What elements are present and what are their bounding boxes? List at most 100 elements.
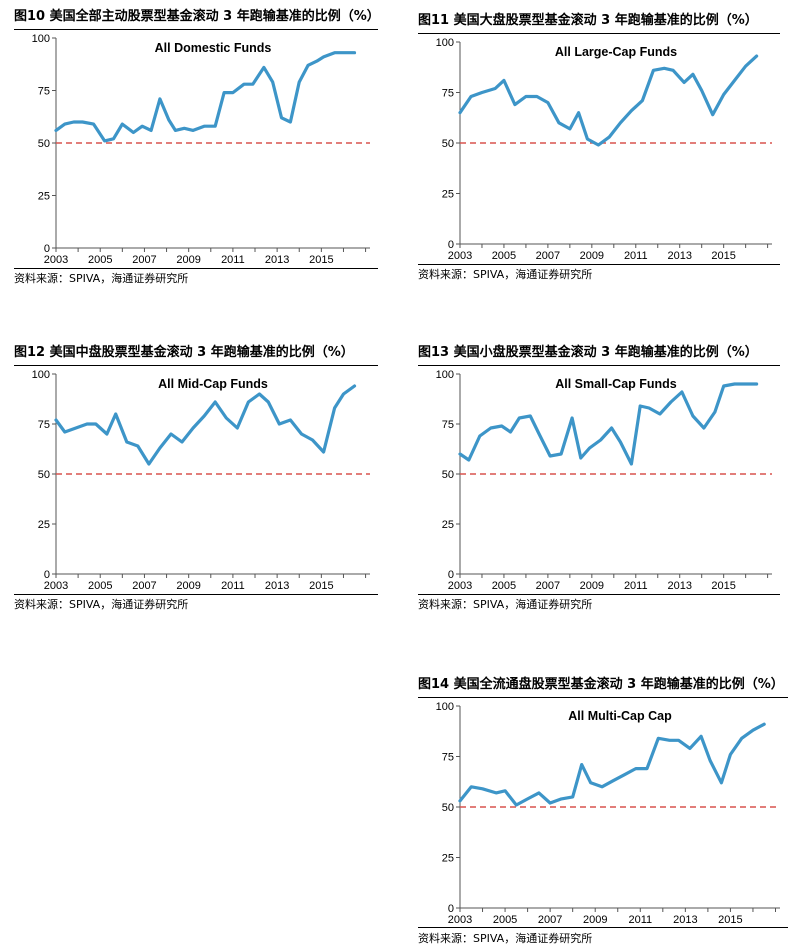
x-tick-label: 2011 xyxy=(221,580,245,592)
figure-13-chart: 0 25 50 75 100 2003 2005 2007 2009 2011 2013 2015 Al… xyxy=(436,369,772,592)
x-tick-label: 2003 xyxy=(448,250,472,262)
x-tick-label: 2015 xyxy=(711,580,735,592)
figure-11-source: 资料来源：SPIVA，海通证券研究所 xyxy=(418,268,593,281)
x-tick-label: 2011 xyxy=(221,254,245,266)
series-line xyxy=(458,382,759,466)
x-tick-label: 2007 xyxy=(132,580,156,592)
x-tick-label: 2007 xyxy=(132,254,156,266)
x-tick-label: 2009 xyxy=(176,580,200,592)
figure-14-bottom-rule xyxy=(418,927,788,928)
x-tick-label: 2005 xyxy=(492,250,516,262)
y-tick-label: 0 xyxy=(44,569,50,581)
figure-12: 图12 美国中盘股票型基金滚动 3 年跑输基准的比例（%） 0 25 50 75 100… xyxy=(14,342,378,620)
x-tick-label: 2009 xyxy=(580,580,604,592)
y-tick-label: 50 xyxy=(442,802,454,814)
x-tick-label: 2015 xyxy=(711,250,735,262)
y-tick-label: 100 xyxy=(436,37,454,49)
y-tick-label: 25 xyxy=(442,189,454,201)
chart-title: All Multi-Cap Cap xyxy=(568,709,672,723)
y-tick-label: 50 xyxy=(442,469,454,481)
x-tick-label: 2013 xyxy=(265,580,289,592)
x-tick-label: 2003 xyxy=(448,914,472,926)
y-tick-label: 25 xyxy=(38,191,50,203)
y-tick-label: 0 xyxy=(44,243,50,255)
y-tick-label: 0 xyxy=(448,239,454,251)
figure-11-bottom-rule xyxy=(418,264,780,265)
figure-14-chart: 0 25 50 75 100 2003 2005 2007 2009 2011 2013 2015 Al… xyxy=(436,701,780,926)
chart-title: All Large-Cap Funds xyxy=(555,45,677,59)
figure-11-title: 图11 美国大盘股票型基金滚动 3 年跑输基准的比例（%） xyxy=(418,13,758,28)
figure-14-title: 图14 美国全流通盘股票型基金滚动 3 年跑输基准的比例（%） xyxy=(418,677,784,692)
y-tick-label: 50 xyxy=(442,138,454,150)
x-tick-label: 2005 xyxy=(492,580,516,592)
y-tick-label: 0 xyxy=(448,569,454,581)
figure-12-chart: 0 25 50 75 100 2003 2005 2007 2009 2011 2013 2015 Al… xyxy=(32,369,370,592)
x-tick-label: 2015 xyxy=(718,914,742,926)
figure-13-top-rule xyxy=(418,365,780,366)
figure-13-bottom-rule xyxy=(418,594,780,595)
figure-12-source: 资料来源：SPIVA，海通证券研究所 xyxy=(14,598,189,611)
y-tick-label: 75 xyxy=(38,419,50,431)
chart-title: All Domestic Funds xyxy=(155,41,272,55)
series-line xyxy=(54,51,357,143)
x-tick-label: 2011 xyxy=(628,914,652,926)
figure-10-bottom-rule xyxy=(14,268,378,269)
figure-13-source: 资料来源：SPIVA，海通证券研究所 xyxy=(418,598,593,611)
x-tick-label: 2013 xyxy=(667,580,691,592)
x-tick-label: 2005 xyxy=(493,914,517,926)
y-tick-label: 100 xyxy=(32,33,50,45)
series-line xyxy=(54,384,357,466)
figure-10-top-rule xyxy=(14,29,378,30)
chart-title: All Mid-Cap Funds xyxy=(158,377,268,391)
figure-10-title: 图10 美国全部主动股票型基金滚动 3 年跑输基准的比例（%） xyxy=(14,9,380,24)
x-tick-label: 2011 xyxy=(624,580,648,592)
x-tick-label: 2005 xyxy=(88,254,112,266)
figure-10-chart: 0 25 50 75 100 2003 2005 2007 2009 2011 2013 2015 Al… xyxy=(32,33,370,266)
figure-14: 图14 美国全流通盘股票型基金滚动 3 年跑输基准的比例（%） 0 25 50 75 1… xyxy=(418,674,788,946)
x-tick-label: 2013 xyxy=(265,254,289,266)
figure-11-top-rule xyxy=(418,33,780,34)
y-tick-label: 75 xyxy=(38,86,50,98)
y-tick-label: 100 xyxy=(436,701,454,713)
y-tick-label: 0 xyxy=(448,903,454,915)
y-tick-label: 100 xyxy=(32,369,50,381)
y-tick-label: 75 xyxy=(442,88,454,100)
figure-10: 图10 美国全部主动股票型基金滚动 3 年跑输基准的比例（%） 0 25 50 75 1… xyxy=(14,6,380,296)
y-tick-label: 50 xyxy=(38,469,50,481)
y-tick-label: 25 xyxy=(442,519,454,531)
x-tick-label: 2015 xyxy=(309,254,333,266)
y-tick-label: 50 xyxy=(38,138,50,150)
y-tick-label: 75 xyxy=(442,752,454,764)
figure-11: 图11 美国大盘股票型基金滚动 3 年跑输基准的比例（%） 0 25 50 75 100… xyxy=(418,10,780,290)
x-tick-label: 2007 xyxy=(536,250,560,262)
figure-12-top-rule xyxy=(14,365,378,366)
figure-12-title: 图12 美国中盘股票型基金滚动 3 年跑输基准的比例（%） xyxy=(14,345,354,360)
x-tick-label: 2013 xyxy=(667,250,691,262)
x-tick-label: 2015 xyxy=(309,580,333,592)
x-tick-label: 2009 xyxy=(583,914,607,926)
figure-10-source: 资料来源：SPIVA，海通证券研究所 xyxy=(14,272,189,285)
y-tick-label: 25 xyxy=(442,853,454,865)
y-tick-label: 25 xyxy=(38,519,50,531)
figure-14-top-rule xyxy=(418,697,788,698)
figure-13-title: 图13 美国小盘股票型基金滚动 3 年跑输基准的比例（%） xyxy=(418,345,758,360)
x-tick-label: 2009 xyxy=(176,254,200,266)
figure-11-chart: 0 25 50 75 100 2003 2005 2007 2009 2011 2013 2015 Al… xyxy=(436,37,772,262)
figure-13: 图13 美国小盘股票型基金滚动 3 年跑输基准的比例（%） 0 25 50 75 100… xyxy=(418,342,780,620)
y-tick-label: 75 xyxy=(442,419,454,431)
x-tick-label: 2013 xyxy=(673,914,697,926)
figure-14-source: 资料来源：SPIVA，海通证券研究所 xyxy=(418,932,593,945)
x-tick-label: 2003 xyxy=(44,254,68,266)
x-tick-label: 2003 xyxy=(448,580,472,592)
x-tick-label: 2011 xyxy=(624,250,648,262)
x-tick-label: 2005 xyxy=(88,580,112,592)
x-tick-label: 2007 xyxy=(536,580,560,592)
chart-title: All Small-Cap Funds xyxy=(555,377,677,391)
x-tick-label: 2009 xyxy=(580,250,604,262)
series-line xyxy=(458,54,759,147)
series-line xyxy=(458,722,766,807)
figure-12-bottom-rule xyxy=(14,594,378,595)
y-tick-label: 100 xyxy=(436,369,454,381)
x-tick-label: 2003 xyxy=(44,580,68,592)
x-tick-label: 2007 xyxy=(538,914,562,926)
